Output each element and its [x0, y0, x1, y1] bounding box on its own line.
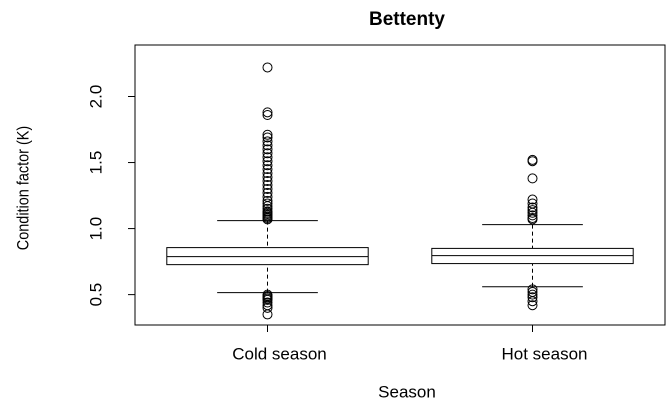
outlier	[527, 292, 538, 303]
outlier	[262, 302, 273, 313]
outlier	[262, 110, 273, 120]
outlier	[527, 198, 538, 209]
outlier	[262, 176, 273, 187]
outlier	[262, 160, 273, 171]
chart-title: Bettenty	[369, 9, 445, 30]
outlier	[262, 107, 273, 118]
outlier	[262, 195, 273, 206]
outlier	[262, 309, 273, 320]
outlier	[262, 168, 273, 179]
outlier	[262, 152, 273, 163]
outlier	[527, 213, 538, 224]
outlier	[527, 173, 538, 184]
outlier	[262, 144, 273, 155]
outlier	[262, 172, 273, 183]
outlier	[262, 132, 273, 143]
outlier	[262, 206, 273, 217]
outlier	[262, 297, 273, 308]
outlier	[262, 203, 273, 214]
outlier	[262, 180, 273, 190]
outlier	[527, 284, 538, 295]
y-axis-label: Condition factor (K)	[14, 126, 32, 250]
outlier	[262, 148, 273, 159]
outlier	[262, 129, 273, 140]
outlier	[262, 136, 273, 147]
outlier	[527, 205, 538, 216]
y-tick-label: 0.5	[86, 283, 105, 307]
outlier	[262, 164, 273, 175]
outlier	[527, 210, 538, 221]
outlier	[262, 191, 273, 202]
outlier	[262, 62, 273, 73]
outlier	[262, 198, 273, 209]
outlier	[527, 202, 538, 213]
outlier	[262, 183, 273, 194]
outlier	[527, 300, 538, 311]
outlier	[262, 156, 273, 167]
outlier	[527, 296, 538, 307]
x-axis-label: Season	[378, 382, 436, 401]
plot-frame	[134, 44, 666, 326]
outlier	[262, 187, 273, 198]
outlier	[527, 194, 538, 205]
outlier	[262, 140, 273, 151]
y-tick-label: 2.0	[86, 85, 105, 109]
y-tick-label: 1.0	[86, 217, 105, 241]
x-tick-label: Hot season	[502, 344, 588, 363]
outlier	[527, 289, 538, 300]
y-tick-label: 1.5	[86, 151, 105, 175]
outlier	[527, 154, 538, 165]
outlier	[262, 294, 273, 305]
x-tick-label: Cold season	[232, 344, 327, 363]
